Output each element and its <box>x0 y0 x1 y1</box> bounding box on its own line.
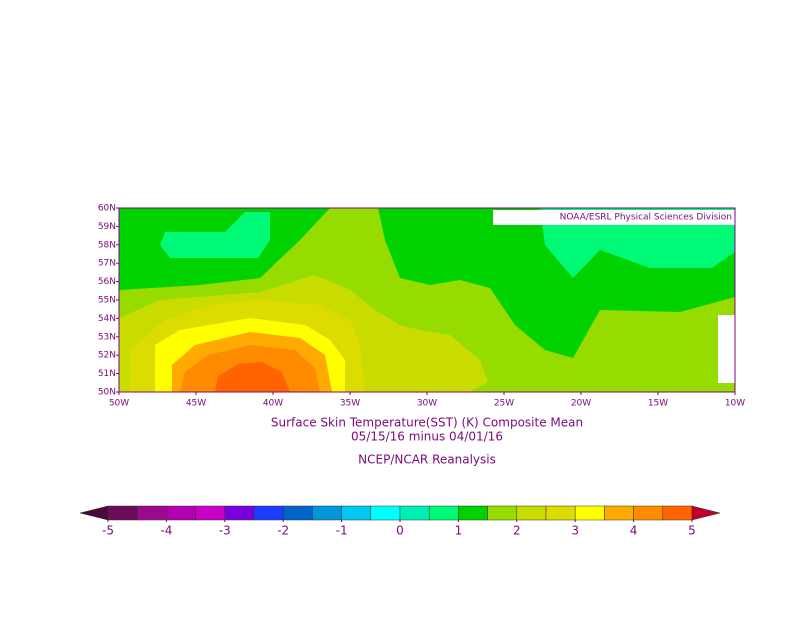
colorbar-over <box>691 505 721 521</box>
lon-label: 45W <box>186 399 206 409</box>
subtitle: 05/15/16 minus 04/01/16 <box>351 430 503 444</box>
colorbar-under <box>79 505 109 521</box>
lat-label: 60N <box>98 204 116 214</box>
lat-label: 50N <box>98 388 116 398</box>
colorbar-box <box>604 505 634 521</box>
title: Surface Skin Temperature(SST) (K) Compos… <box>271 416 583 430</box>
lon-label: 25W <box>494 399 514 409</box>
contour <box>540 208 735 278</box>
colorbar-label: -5 <box>102 524 114 538</box>
colorbar-label: 5 <box>688 524 696 538</box>
lat-label: 56N <box>98 277 116 287</box>
contour <box>215 362 290 392</box>
colorbar-box <box>253 505 284 521</box>
credit: NOAA/ESRL Physical Sciences Division <box>560 213 732 223</box>
colorbar-label: -1 <box>336 524 348 538</box>
lon-label: 30W <box>417 399 437 409</box>
lat-label: 53N <box>98 332 116 342</box>
land-mask <box>718 315 735 383</box>
lat-label: 51N <box>98 369 116 379</box>
colorbar-label: 1 <box>455 524 463 538</box>
colorbar-box <box>545 505 576 521</box>
colorbar-label: 4 <box>630 524 638 538</box>
map-fill <box>118 207 736 393</box>
colorbar-box <box>224 505 255 521</box>
colorbar-box <box>516 505 547 521</box>
colorbar-box <box>195 505 226 521</box>
lon-label: 10W <box>725 399 745 409</box>
colorbar-box <box>166 505 196 521</box>
lat-label: 59N <box>98 222 116 232</box>
credit-box <box>493 210 735 225</box>
source: NCEP/NCAR Reanalysis <box>358 453 496 467</box>
lat-label: 54N <box>98 314 116 324</box>
colorbar-label: -3 <box>219 524 231 538</box>
lat-label: 55N <box>98 296 116 306</box>
colorbar-label: 0 <box>396 524 404 538</box>
colorbar-box <box>341 505 372 521</box>
colorbar-box <box>633 505 664 521</box>
contour <box>160 212 270 258</box>
colorbar-box <box>662 505 693 521</box>
colorbar-box <box>458 505 488 521</box>
colorbar-box <box>370 505 401 521</box>
colorbar-box <box>136 505 167 521</box>
colorbar-label: 2 <box>513 524 521 538</box>
lon-label: 35W <box>340 399 360 409</box>
colorbar-box <box>399 505 430 521</box>
colorbar-label: -4 <box>160 524 172 538</box>
colorbar-box <box>487 505 518 521</box>
colorbar-box <box>107 505 138 521</box>
colorbar-box <box>574 505 605 521</box>
lat-label: 52N <box>98 351 116 361</box>
colorbar-box <box>312 505 342 521</box>
lon-label: 20W <box>571 399 591 409</box>
colorbar-box <box>428 505 459 521</box>
lon-label: 40W <box>263 399 283 409</box>
lat-label: 57N <box>98 259 116 269</box>
colorbar-box <box>282 505 313 521</box>
lat-label: 58N <box>98 240 116 250</box>
colorbar-label: 3 <box>571 524 579 538</box>
colorbar-label: -2 <box>277 524 289 538</box>
lon-label: 15W <box>648 399 668 409</box>
lon-label: 50W <box>109 399 129 409</box>
